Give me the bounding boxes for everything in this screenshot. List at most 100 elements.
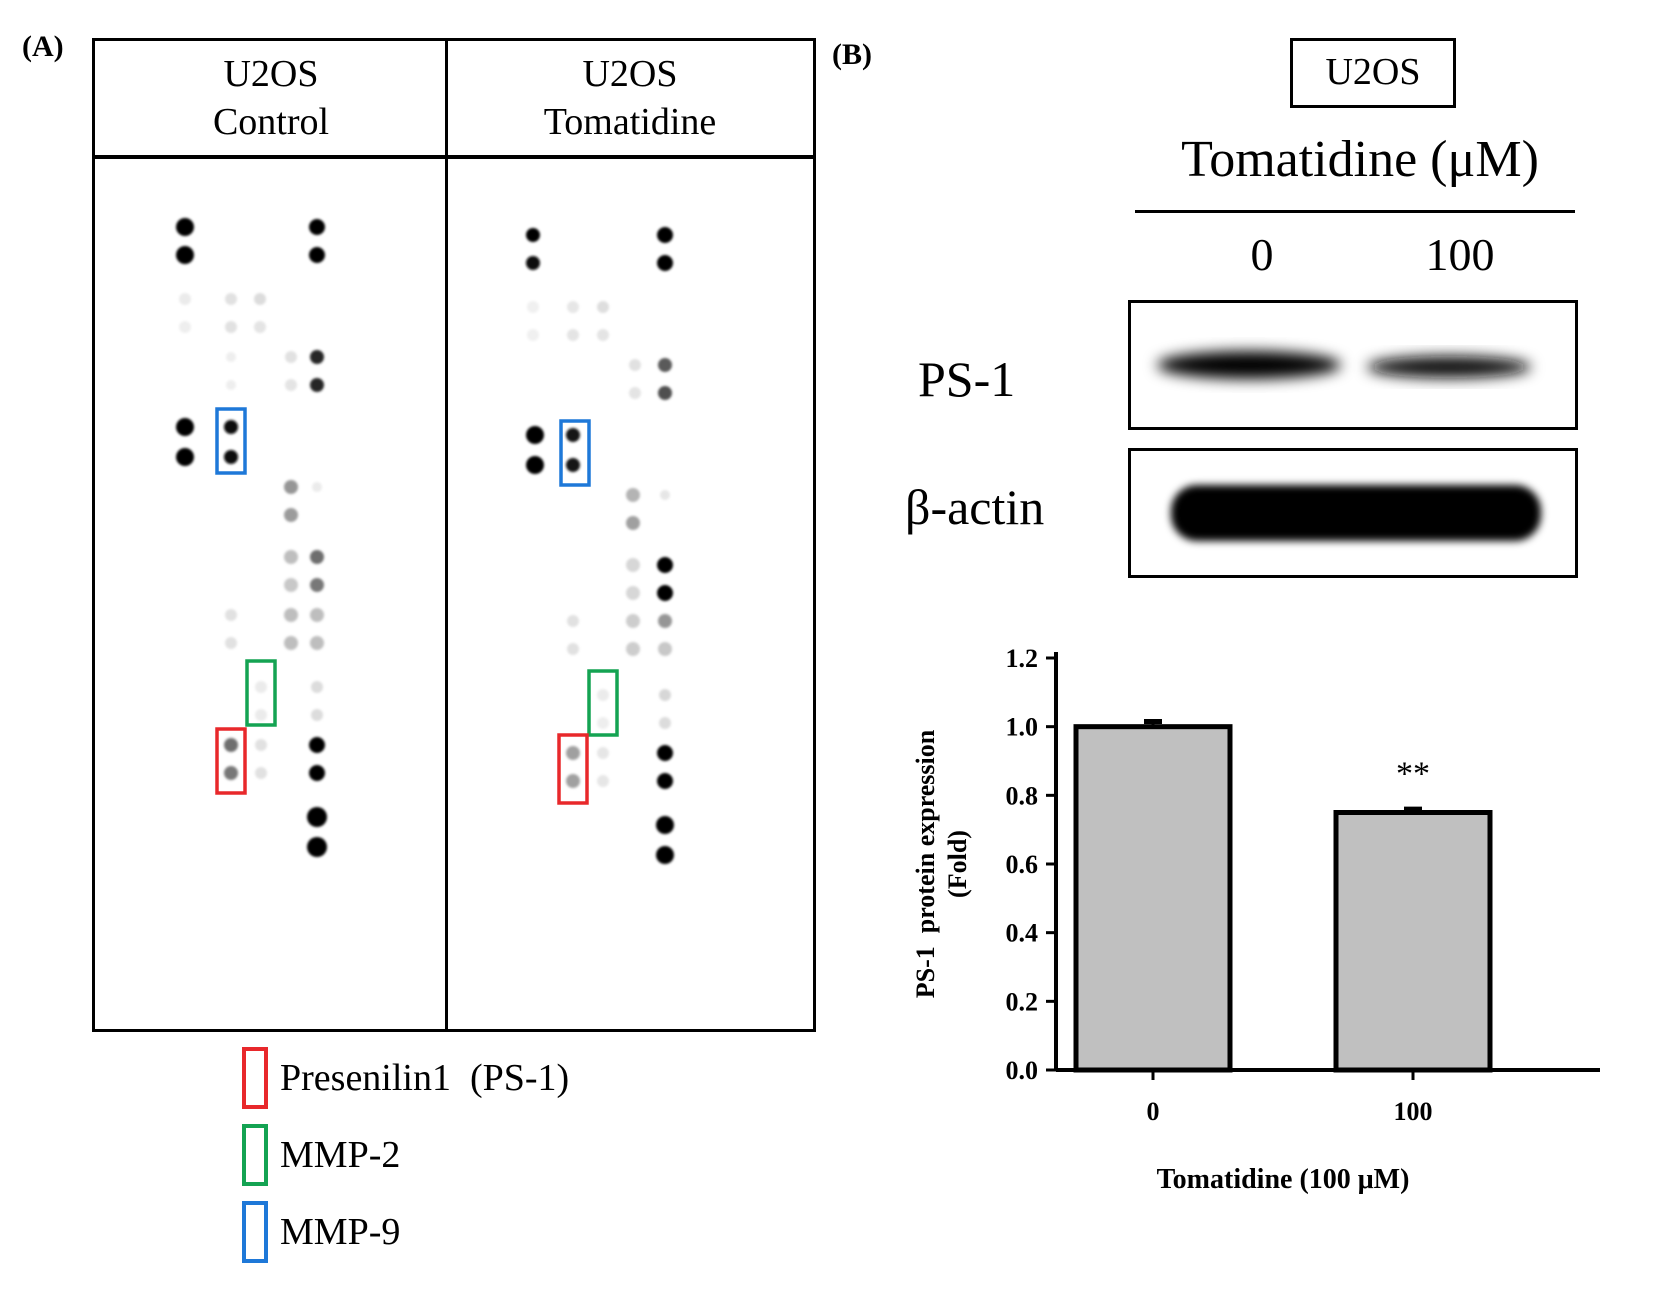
header-control: U2OS Control	[95, 41, 447, 155]
control-dot	[310, 378, 324, 392]
tomatidine-dot	[597, 747, 609, 759]
control-dot	[179, 321, 191, 333]
bar-chart: 0.0 0.2 0.4 0.6 0.8 1.0 1.2 0 100 ** Tomatidine (1…	[911, 644, 1600, 1195]
header-tomatidine: U2OS Tomatidine	[447, 41, 813, 155]
legend-ps1-swatch	[242, 1047, 268, 1109]
control-dot	[224, 738, 238, 752]
tomatidine-dot	[526, 256, 540, 270]
y-axis-label-line1: PS-1 protein expression	[911, 729, 940, 998]
control-dot	[225, 321, 237, 333]
tomatidine-dot	[566, 774, 580, 788]
tomatidine-dot	[629, 359, 641, 371]
control-dot	[311, 681, 323, 693]
control-dot	[284, 480, 298, 494]
header-control-line2: Control	[212, 101, 330, 143]
tomatidine-dot	[597, 717, 609, 729]
array-membranes	[92, 156, 816, 1032]
control-dot	[309, 247, 325, 263]
legend-mmp2-swatch	[242, 1124, 268, 1186]
control-dot	[310, 608, 324, 622]
tomatidine-dot	[626, 614, 640, 628]
tomatidine-dot	[626, 558, 640, 572]
tomatidine-ps1-box	[557, 733, 589, 805]
tomatidine-dot	[658, 386, 672, 400]
y-tick-label: 0.8	[1006, 781, 1039, 810]
tomatidine-dot	[629, 387, 641, 399]
control-dot	[255, 767, 267, 779]
y-tick-label: 0.2	[1006, 987, 1039, 1016]
tomatidine-mmp2-box	[587, 669, 619, 737]
control-dot	[176, 418, 194, 436]
y-tick-label: 0.6	[1006, 850, 1039, 879]
bar-100	[1333, 810, 1493, 1073]
tomatidine-dot	[527, 329, 539, 341]
control-dot	[224, 766, 238, 780]
control-dot	[226, 352, 236, 362]
western-blot-ps1	[1128, 300, 1578, 430]
actin-bands	[1171, 485, 1541, 541]
control-dot	[176, 218, 194, 236]
legend-mmp9: MMP-9	[242, 1201, 400, 1263]
control-mmp9-box	[215, 407, 247, 475]
tomatidine-dot	[659, 689, 671, 701]
control-dot	[285, 351, 297, 363]
control-dot	[309, 219, 325, 235]
control-dot	[225, 637, 237, 649]
tomatidine-dot	[567, 615, 579, 627]
y-axis-label-line2: (Fold)	[943, 830, 972, 898]
legend-ps1-text: Presenilin1 (PS-1)	[280, 1057, 570, 1099]
tomatidine-dot	[567, 301, 579, 313]
control-dot	[255, 681, 267, 693]
tomatidine-dot	[656, 846, 674, 864]
tomatidine-dot	[658, 358, 672, 372]
tomatidine-dot	[626, 642, 640, 656]
tomatidine-dot	[657, 255, 673, 271]
control-mmp2-box	[245, 659, 277, 727]
x-tick-label: 0	[1147, 1097, 1160, 1126]
y-tick-label: 0.0	[1006, 1056, 1039, 1085]
tomatidine-dot	[566, 458, 580, 472]
tomatidine-dot	[597, 775, 609, 787]
y-tick-label: 1.0	[1006, 713, 1039, 742]
treatment-label: Tomatidine (μM)	[1181, 131, 1539, 188]
array-header: U2OS Control U2OS Tomatidine	[92, 38, 816, 158]
control-dot	[254, 293, 266, 305]
dose-label-0: 0	[1250, 229, 1274, 280]
tomatidine-dot	[597, 301, 609, 313]
header-tomatidine-line1: U2OS	[582, 53, 678, 95]
control-dot	[310, 350, 324, 364]
control-dot	[284, 508, 298, 522]
y-axis-label-group: PS-1 protein expression (Fold)	[911, 729, 972, 998]
control-dot	[284, 578, 298, 592]
control-dot	[309, 765, 325, 781]
tomatidine-dot	[597, 689, 609, 701]
panel-b-label: (B)	[832, 38, 872, 71]
control-dot	[255, 709, 267, 721]
tomatidine-dot	[656, 816, 674, 834]
treatment-underline	[1135, 210, 1575, 213]
tomatidine-dot	[626, 488, 640, 502]
membrane-divider	[445, 159, 448, 1029]
control-dot	[309, 737, 325, 753]
tomatidine-dot	[657, 585, 673, 601]
tomatidine-dot	[659, 717, 671, 729]
control-dot	[284, 636, 298, 650]
band-ps1-100	[1367, 356, 1531, 378]
tomatidine-dot	[658, 642, 672, 656]
tomatidine-dot	[626, 586, 640, 600]
control-dot	[310, 578, 324, 592]
tomatidine-dot	[657, 227, 673, 243]
control-dot	[225, 609, 237, 621]
tomatidine-dot	[567, 643, 579, 655]
band-actin	[1171, 485, 1541, 541]
tomatidine-dot	[526, 456, 544, 474]
tomatidine-dot	[658, 614, 672, 628]
tomatidine-dot	[597, 329, 609, 341]
blot-label-ps1: PS-1	[918, 351, 1016, 407]
ps1-bands	[1157, 351, 1531, 379]
control-dot	[176, 448, 194, 466]
tomatidine-dot	[660, 490, 670, 500]
control-dot	[284, 608, 298, 622]
legend-mmp2-text: MMP-2	[280, 1134, 401, 1176]
tomatidine-dot	[657, 773, 673, 789]
